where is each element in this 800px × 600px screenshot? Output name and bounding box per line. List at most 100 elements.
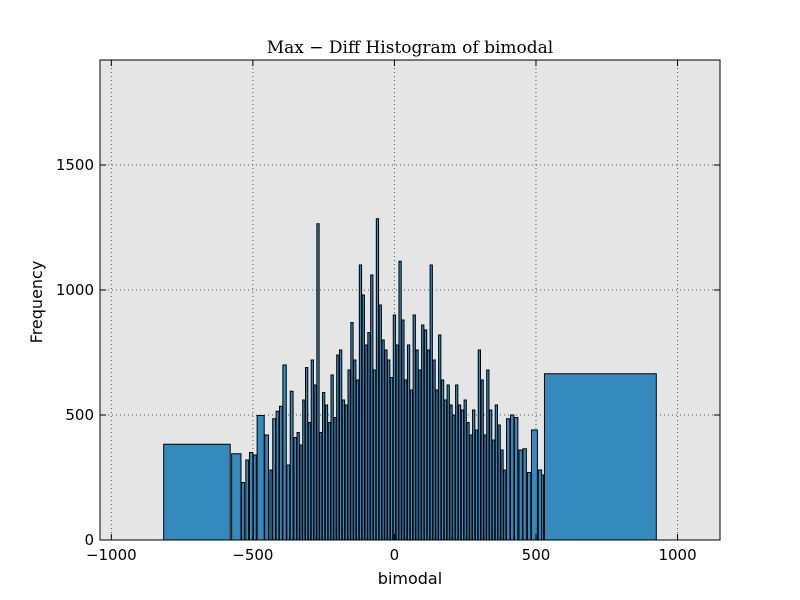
histogram-bar (389, 377, 394, 541)
x-tick-labels: −1000 −500 0 500 1000 (86, 546, 697, 564)
y-tick-labels: 0 500 1000 1500 (56, 156, 94, 549)
histogram-bar (503, 469, 507, 541)
histogram-bar (313, 384, 317, 541)
histogram-bar (460, 409, 465, 541)
histogram-bar (333, 417, 337, 541)
histogram-bar (375, 218, 380, 541)
y-tick-label: 0 (84, 531, 94, 549)
histogram-bar (341, 399, 346, 541)
y-axis-label: Frequency (27, 261, 46, 344)
histogram-bar (355, 379, 360, 541)
histogram-bar (469, 434, 473, 541)
histogram-bar (372, 369, 377, 541)
histogram-bar (409, 389, 414, 541)
histogram-bar (322, 392, 326, 541)
histogram-bar (446, 384, 450, 541)
x-tick-label: 0 (390, 546, 400, 564)
histogram-bar (491, 439, 496, 541)
histogram-bar (378, 304, 382, 541)
histogram-bar (278, 405, 283, 541)
histogram-bar (384, 349, 388, 541)
histogram-bar (435, 389, 439, 541)
histogram-bar (522, 448, 527, 541)
histogram-bar (398, 260, 402, 541)
histogram-bar (404, 379, 408, 541)
histogram-bar (336, 354, 340, 541)
histogram-bar (275, 410, 280, 541)
plot-frame (99, 59, 721, 541)
histogram-bar (367, 332, 371, 541)
x-tick-label: 500 (522, 546, 551, 564)
histogram-bar (350, 322, 354, 541)
histogram-bar (289, 390, 294, 541)
histogram-bar (344, 404, 348, 541)
histogram-bar (455, 384, 459, 541)
histogram-bar (477, 349, 481, 541)
histogram-bar (426, 349, 431, 541)
chart-title: Max − Diff Histogram of bimodal (267, 38, 554, 58)
x-tick-label: −500 (232, 546, 273, 564)
histogram-bar (387, 359, 391, 541)
histogram-bar (452, 414, 456, 541)
histogram-bar (494, 404, 498, 541)
histogram-bar (401, 319, 405, 541)
histogram-bar (472, 409, 476, 541)
histogram-bar (513, 417, 519, 541)
histogram-bars (163, 218, 657, 541)
histogram-bar (510, 414, 515, 541)
histogram-bar (299, 444, 303, 541)
histogram-bar (347, 369, 351, 541)
histogram-bar (440, 379, 445, 541)
histogram-bar (406, 344, 411, 541)
histogram-bar (497, 424, 501, 541)
histogram-bar (330, 374, 334, 541)
y-tick-label: 1000 (56, 281, 94, 299)
histogram-bar (252, 454, 257, 541)
histogram-bar (361, 294, 365, 541)
histogram-bar (381, 339, 385, 541)
histogram-bar (480, 379, 484, 541)
histogram-bar (358, 264, 363, 541)
histogram-bar (463, 399, 467, 541)
histogram-bar (412, 314, 416, 541)
histogram-bar (370, 274, 374, 541)
histogram-bar (305, 367, 309, 541)
histogram-bar (302, 399, 306, 541)
histogram-bar (319, 432, 323, 541)
histogram-bar (272, 418, 277, 541)
histogram-bar (293, 437, 297, 541)
histogram-bar (296, 432, 300, 541)
histogram-bar (327, 422, 331, 541)
histogram-bar (415, 349, 419, 541)
histogram-bar (231, 453, 242, 541)
histogram-bar (466, 422, 470, 541)
histogram-bar (324, 404, 329, 541)
histogram-bar (364, 344, 368, 541)
histogram-bar (310, 359, 314, 541)
histogram-bar (543, 373, 657, 541)
histogram-bar (486, 369, 490, 541)
histogram-bar (316, 223, 320, 541)
histogram-bar (256, 415, 265, 541)
histogram-bar (286, 464, 291, 541)
histogram-bar (541, 474, 545, 541)
axis-ticks (100, 60, 720, 541)
histogram-bar (518, 449, 523, 541)
histogram-bar (526, 472, 532, 541)
histogram-bar (443, 399, 448, 541)
histogram-bar (248, 452, 254, 541)
histogram-bar (530, 429, 538, 541)
histogram-bar (241, 482, 245, 541)
histogram-bar (474, 429, 479, 541)
histogram-bar (421, 324, 425, 541)
histogram-bar (307, 422, 312, 541)
histogram-bar (418, 369, 422, 541)
histogram-bar (395, 344, 399, 541)
histogram-bar (429, 264, 433, 541)
histogram-bar (449, 404, 453, 541)
histogram-bar (432, 359, 436, 541)
histogram-bar (438, 334, 442, 541)
histogram-bar (339, 349, 343, 541)
x-axis-label: bimodal (378, 569, 442, 588)
